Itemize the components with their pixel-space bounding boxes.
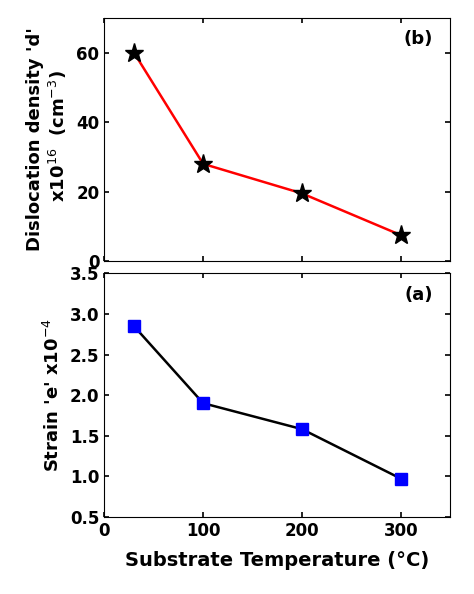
Y-axis label: Strain 'e' x10$^{-4}$: Strain 'e' x10$^{-4}$	[43, 318, 63, 472]
Y-axis label: Dislocation density 'd'
 x10$^{16}$  (cm$^{-3}$): Dislocation density 'd' x10$^{16}$ (cm$^…	[26, 27, 69, 251]
Text: (b): (b)	[404, 30, 433, 48]
Text: (a): (a)	[404, 286, 433, 304]
X-axis label: Substrate Temperature (°C): Substrate Temperature (°C)	[125, 551, 429, 570]
